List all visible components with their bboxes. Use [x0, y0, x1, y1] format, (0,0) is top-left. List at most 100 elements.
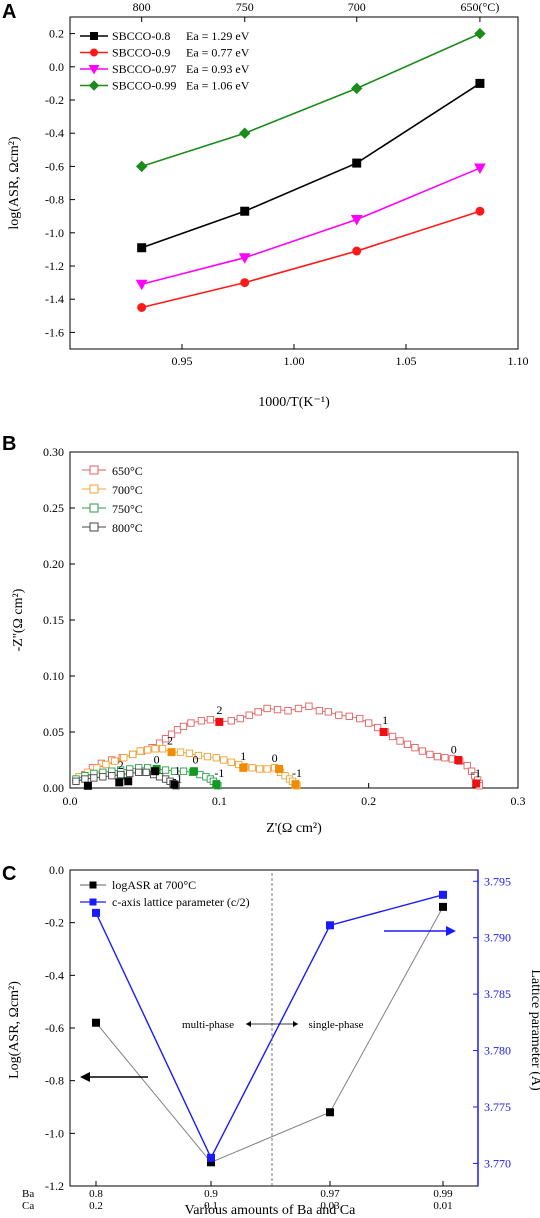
nyquist-point: [441, 754, 449, 762]
nyquist-point: [248, 764, 256, 772]
y2-tick-label: 3.780: [484, 1044, 511, 1058]
data-point: [474, 27, 486, 40]
nyquist-point: [72, 777, 80, 785]
frequency-marker: [379, 728, 388, 736]
legend-temperature: 800°C: [112, 521, 143, 535]
right-axis-arrow: [384, 926, 456, 936]
nyquist-point: [324, 708, 332, 716]
nyquist-point: [99, 773, 107, 781]
panel-b-frequency-labels: 210-121 0-12 010-1 -1: [118, 703, 481, 785]
nyquist-point: [167, 730, 176, 738]
legend-activation-energy: Ea = 1.06 eV: [186, 79, 250, 93]
x-tick-label: 0.2: [361, 794, 376, 808]
nyquist-point: [256, 765, 264, 773]
x-tick-label: 1.10: [508, 354, 529, 368]
left-axis-arrow: [80, 1072, 148, 1082]
nyquist-point: [356, 714, 364, 723]
y-tick-label: -1.0: [45, 1126, 64, 1140]
legend-marker: [89, 522, 99, 532]
y-tick-label: 0.25: [43, 501, 64, 515]
panel-c-y-ticks: -1.2 -1.0 -0.8 -0.6 -0.4 -0.2 0.0: [45, 863, 75, 1193]
panel-c-y2-ticks: 3.770 3.775 3.780 3.785 3.790 3.795: [473, 874, 511, 1170]
frequency-decade-label: -1: [471, 766, 481, 780]
legend-series-name: logASR at 700°C: [112, 878, 196, 892]
category-tick-label: 0.9: [204, 1188, 218, 1200]
nyquist-point: [161, 766, 170, 774]
nyquist-point: [176, 748, 185, 756]
panel-a-x-ticks: 0.95 1.00 1.05 1.10: [172, 344, 529, 368]
series-line-SBCCO-0.8: [141, 82, 481, 249]
data-point: [239, 127, 251, 139]
frequency-marker: [167, 748, 176, 757]
nyquist-point: [111, 757, 119, 765]
data-point: [240, 278, 250, 288]
frequency-marker: [454, 756, 463, 764]
legend-marker: [89, 881, 97, 889]
legend-activation-energy: Ea = 0.77 eV: [186, 46, 250, 60]
nyquist-point: [144, 746, 152, 754]
panel-b: B 0.0 0.1 0.2 0.3 0.000.050.100.150.200.250…: [2, 433, 526, 836]
top-tick-label: 750: [236, 0, 254, 14]
data-point: [475, 78, 485, 88]
panel-c-ylabel: Log(ASR, Ωcm²): [7, 981, 22, 1079]
single-phase-label: single-phase: [309, 1019, 364, 1031]
frequency-marker: [83, 781, 92, 790]
panel-c-y2label: Lattice parameter (Å): [528, 969, 540, 1091]
panel-a: A 0.95 1.00 1.05 1.10 -1.6-1.4-1.2-1.0-0.8-…: [2, 0, 529, 410]
data-point: [352, 158, 362, 168]
y-tick-label: -1.2: [45, 1179, 64, 1193]
y-tick-label: 0.10: [43, 669, 64, 683]
nyquist-point: [433, 752, 442, 761]
panel-b-legend: 650°C 700°C 750°C 800°C: [82, 464, 143, 535]
y2-tick-label: 3.775: [484, 1100, 511, 1114]
nyquist-point: [220, 756, 228, 764]
legend-series-name: SBCCO-0.99: [112, 79, 176, 93]
nyquist-point: [365, 719, 373, 727]
frequency-decade-label: 0: [272, 751, 278, 765]
nyquist-point: [185, 749, 194, 757]
frequency-decade-label: 1: [240, 749, 246, 763]
frequency-marker: [239, 763, 248, 772]
nyquist-point: [81, 775, 89, 783]
nyquist-point: [194, 751, 203, 760]
panel-b-xlabel: Z'(Ω cm²): [266, 821, 322, 836]
frequency-marker: [115, 778, 124, 787]
data-point: [439, 890, 447, 899]
legend-temperature: 750°C: [112, 502, 143, 516]
legend-series-name: c-axis lattice parameter (c/2): [112, 895, 250, 909]
nyquist-point: [102, 760, 110, 769]
nyquist-point: [273, 705, 282, 714]
nyquist-point: [373, 723, 382, 732]
nyquist-point: [161, 735, 170, 743]
data-point: [240, 206, 250, 216]
legend-marker: [90, 32, 98, 40]
y-tick-label: 0.30: [43, 445, 64, 459]
panel-a-legend: SBCCO-0.8 Ea = 1.29 eV SBCCO-0.9 Ea = 0.77 …: [80, 29, 250, 93]
category-row-label: Ca: [22, 1200, 34, 1212]
y-tick-label: -0.6: [45, 1021, 64, 1035]
panel-c-letter: C: [2, 863, 16, 885]
nyquist-point: [227, 717, 235, 725]
frequency-decade-label: 0: [154, 752, 160, 766]
y-tick-label: -0.2: [45, 93, 64, 107]
data-point: [475, 206, 485, 216]
data-point: [326, 921, 334, 930]
x-tick-label: 0.3: [511, 794, 526, 808]
y2-tick-label: 3.785: [484, 987, 511, 1001]
data-point: [474, 163, 486, 175]
legend-marker: [89, 898, 97, 906]
nyquist-point: [463, 761, 471, 770]
data-point: [135, 160, 148, 173]
y-tick-label: 0.2: [49, 27, 64, 41]
data-point: [326, 1108, 334, 1117]
y2-tick-label: 3.770: [484, 1156, 511, 1170]
y-tick-label: -0.4: [45, 968, 64, 982]
frequency-marker: [215, 717, 224, 726]
frequency-decade-label: -1: [292, 766, 302, 780]
nyquist-point: [203, 752, 212, 761]
legend-marker: [89, 503, 99, 513]
panel-a-y-ticks: -1.6 -1.4 -1.2 -1.0 -0.8 -0.6 -0.4 -0.2 0.0 0.2: [45, 27, 75, 339]
legend-marker: [89, 465, 99, 475]
category-tick-label: 0.2: [89, 1200, 103, 1212]
